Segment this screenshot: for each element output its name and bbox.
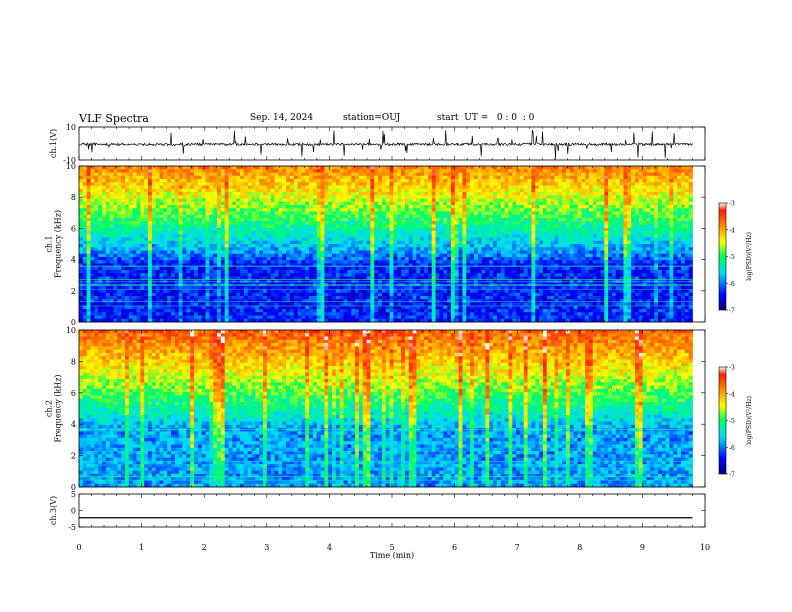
ch1-wave-ytick-label: 10 [66,123,76,132]
ch1-colorbar-tick-label: -6 [729,281,735,288]
ch1-colorbar-tick-label: -3 [729,201,735,208]
ch2-colorbar-tick-label: -7 [729,472,735,479]
ch1-wave-frame [78,126,706,161]
xtick-label: 5 [389,543,394,552]
ch3-wave-ylabel: ch.3(V) [49,496,58,525]
ch1-colorbar [718,202,727,311]
ch1-series-line [78,129,693,160]
xtick-label: 4 [327,543,332,552]
xtick-label: 1 [139,543,144,552]
ch1-colorbar-tick-label: -5 [729,254,735,261]
ch2-spec-ytick-label: 6 [71,389,76,398]
ch1-spec-ylabel: Frequency (kHz) [54,210,63,278]
ch2-spec-ytick-label: 0 [71,483,76,492]
date-label: Sep. 14, 2024 [250,113,314,123]
ch1-colorbar-label: log(PSD)(V²/Hz) [746,232,753,281]
ch1-spec-ytick-label: 10 [66,162,76,171]
start-time-label: start UT = 0 : 0 : 0 [437,113,535,123]
xtick-label: 2 [202,543,207,552]
xtick-label: 7 [515,543,520,552]
ch2-spectrogram-cells [79,330,693,488]
ch1-spectrogram-cells [79,166,693,323]
ch1-wave-ylabel: ch.1(V) [49,129,58,158]
ch2-colorbar-tick-label: -4 [729,391,735,398]
ch3-wave-ytick-label: 5 [71,490,76,499]
ch2-colorbar [718,366,727,475]
ch2-colorbar-tick-label: -6 [729,445,735,452]
ch1-wave-ytick-label: -10 [63,156,76,165]
ch1-spec-ytick-label: 6 [71,224,76,233]
xtick-label: 3 [264,543,269,552]
ch2-spec-ytick-label: 2 [71,452,76,461]
xtick-label: 6 [452,543,457,552]
x-axis-label: Time (min) [370,551,414,560]
ch1-colorbar-tick-label: -7 [729,308,735,315]
ch1-spec-ytick-label: 2 [71,287,76,296]
xtick-label: 9 [640,543,645,552]
xtick-label: 10 [700,543,710,552]
ch2-colorbar-tick-label: -3 [729,365,735,372]
ch1-spec-ylabel: ch.1 [45,235,54,252]
ch3-wave-ytick-label: 0 [71,507,76,516]
ch1-spec-ytick-label: 8 [71,193,76,202]
ch3-wave-frame [78,493,706,528]
ch2-spec-ylabel: Frequency (kHz) [54,374,63,442]
ch1-colorbar-tick-label: -4 [729,227,735,234]
chart-title: VLF Spectra [79,112,149,125]
ch2-colorbar-tick-label: -5 [729,418,735,425]
xtick-label: 8 [577,543,582,552]
ch2-colorbar-label: log(PSD)(V²/Hz) [746,396,753,445]
xtick-label: 0 [76,543,81,552]
ch3-wave-ytick-label: -5 [68,523,76,532]
ch2-spec-ytick-label: 4 [71,420,76,429]
ch2-spec-ytick-label: 10 [66,326,76,335]
ch2-spec-ylabel: ch.2 [45,400,54,417]
station-label: station=OUJ [343,113,401,123]
ch2-spec-ytick-label: 8 [71,357,76,366]
ch1-spec-ytick-label: 0 [71,318,76,327]
ch1-spec-ytick-label: 4 [71,256,76,265]
